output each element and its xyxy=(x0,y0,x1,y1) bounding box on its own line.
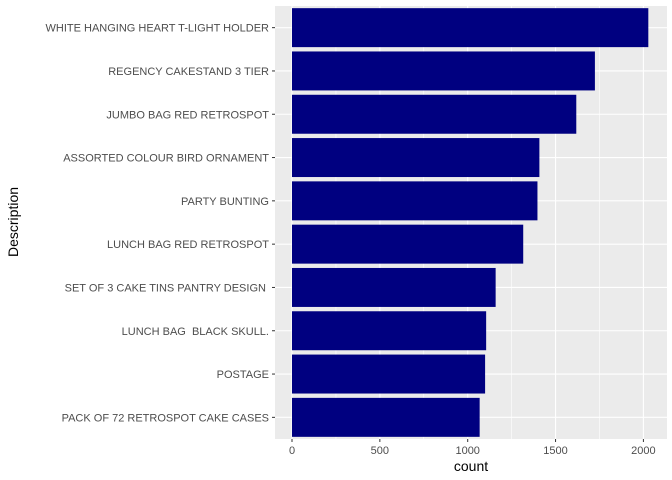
y-tick-label: PACK OF 72 RETROSPOT CAKE CASES xyxy=(62,412,269,424)
bar xyxy=(292,354,486,394)
y-tick-label: JUMBO BAG RED RETROSPOT xyxy=(106,109,269,121)
bar xyxy=(292,138,540,178)
y-tick-label: SET OF 3 CAKE TINS PANTRY DESIGN xyxy=(65,282,269,294)
bar xyxy=(292,224,524,264)
x-tick-label: 0 xyxy=(289,445,295,457)
x-tick-label: 2000 xyxy=(631,445,655,457)
bar xyxy=(292,181,538,221)
y-tick-label: REGENCY CAKESTAND 3 TIER xyxy=(108,66,269,78)
x-axis-title: count xyxy=(454,458,488,474)
bar xyxy=(292,267,496,307)
y-tick-label: LUNCH BAG BLACK SKULL. xyxy=(122,326,269,338)
bar xyxy=(292,94,577,134)
y-tick-label: POSTAGE xyxy=(217,369,269,381)
x-tick-label: 1000 xyxy=(455,445,479,457)
x-tick-label: 500 xyxy=(371,445,389,457)
y-axis-title: Description xyxy=(5,187,21,257)
bar xyxy=(292,311,487,351)
bar xyxy=(292,51,595,91)
bar xyxy=(292,8,649,48)
y-tick-label: WHITE HANGING HEART T-LIGHT HOLDER xyxy=(46,23,270,35)
y-tick-label: LUNCH BAG RED RETROSPOT xyxy=(107,239,269,251)
bar xyxy=(292,397,480,437)
y-tick-label: PARTY BUNTING xyxy=(181,196,269,208)
x-axis-ticks: 0 500 1000 1500 2000 xyxy=(289,439,656,457)
bars xyxy=(292,8,649,437)
y-axis-ticks: WHITE HANGING HEART T-LIGHT HOLDER REGENC… xyxy=(46,23,275,424)
y-tick-label: ASSORTED COLOUR BIRD ORNAMENT xyxy=(63,153,269,165)
x-tick-label: 1500 xyxy=(543,445,567,457)
